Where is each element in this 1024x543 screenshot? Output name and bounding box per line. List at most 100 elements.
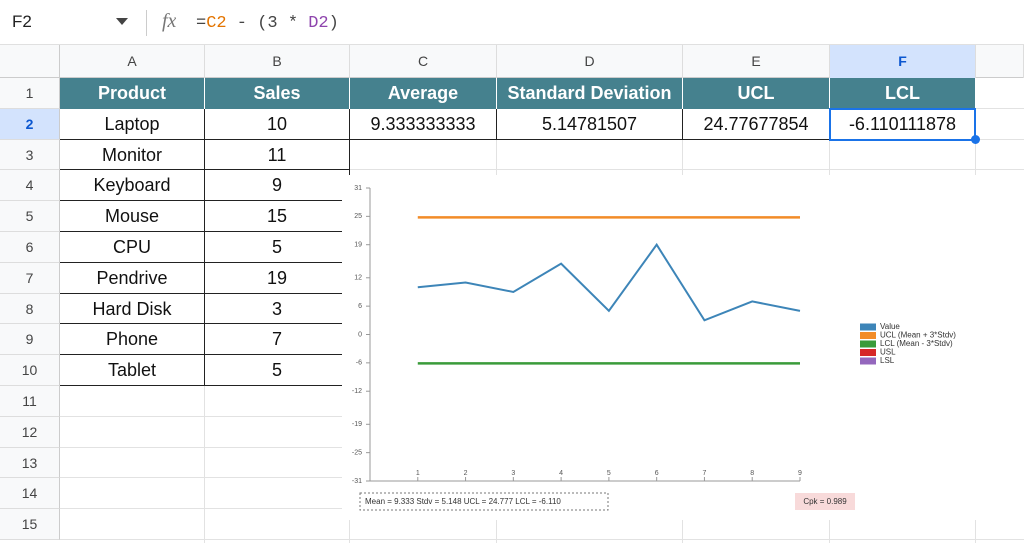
divider [146,10,147,36]
stats-box [359,492,609,511]
cell: Mouse [60,201,205,232]
cell: Tablet [60,355,205,386]
formula-bar: F2 fx =C2 - (3 * D2) [0,0,1024,45]
cell: 10 [205,108,350,140]
selection [829,107,976,141]
selection-handle [971,134,980,144]
row-header: 14 [0,478,60,510]
y-tick-label: 0 [358,331,362,338]
x-tick-label: 1 [416,470,420,477]
legend-swatch [860,349,876,356]
x-tick-label: 3 [511,470,515,477]
header-cell: Sales [205,78,350,109]
fx-icon: fx [162,10,177,32]
y-tick-label: 19 [354,242,362,249]
row-header: 3 [0,139,60,171]
cell: 24.77677854 [683,108,830,140]
row-header: 12 [0,416,60,448]
legend-label: LCL (Mean - 3*Stdv) [880,339,953,348]
row-header: 7 [0,262,60,294]
row-header: 9 [0,324,60,356]
corner [0,45,60,78]
cpk-box [795,493,855,510]
cell: 9 [205,170,350,202]
row-header: 15 [0,509,60,540]
legend-label: Value [880,322,900,331]
dropdown-icon[interactable] [116,18,128,26]
column-header: A [60,45,205,78]
header-cell: Standard Deviation [497,78,683,109]
cell: 7 [205,324,350,356]
cell: 19 [205,262,350,294]
legend-swatch [860,323,876,331]
row-header: 5 [0,201,60,232]
header-cell: LCL [830,78,976,109]
legend-label: UCL (Mean + 3*Stdv) [880,331,956,340]
header-cell: Product [60,78,205,109]
column-header: F [830,45,976,78]
cell: 5 [205,232,350,263]
cell: 11 [205,139,350,171]
cell: Phone [60,324,205,356]
formula-token: C2 [206,14,227,33]
cpk-annotation: Cpk = 0.989 [803,497,847,506]
y-tick-label: 6 [358,303,362,310]
legend-swatch [860,332,876,339]
cell: Pendrive [60,262,205,294]
legend-swatch [860,340,876,348]
row-header: 10 [0,355,60,386]
legend-swatch [860,357,876,365]
cell: Keyboard [60,170,205,202]
y-tick-label: 31 [354,185,362,192]
formula-token: ) [328,14,339,33]
column-header: B [205,45,350,78]
y-tick-label: -25 [352,449,362,456]
header-cell: Average [350,78,497,109]
stats-annotation: Mean = 9.333 Stdv = 5.148 UCL = 24.777 L… [365,497,561,506]
cell: 9.333333333 [350,108,497,140]
row-header: 2 [0,108,60,140]
formula-token: = [196,14,207,33]
row-header: 1 [0,78,60,109]
x-tick-label: 8 [750,470,754,477]
y-tick-label: -6 [356,360,362,367]
cell: CPU [60,232,205,263]
cell: 5 [205,355,350,386]
formula[interactable]: =C2 - (3 * D2) [196,14,339,33]
row-gridline [60,509,1024,540]
x-tick-label: 7 [702,470,706,477]
x-tick-label: 5 [607,470,611,477]
chart-background [342,175,1024,520]
row-header: 8 [0,293,60,325]
y-tick-label: -19 [352,421,362,428]
y-tick-label: -31 [352,478,362,485]
row-header: 11 [0,386,60,417]
cell: Monitor [60,139,205,171]
cell: Hard Disk [60,293,205,325]
x-tick-label: 6 [655,470,659,477]
row-header: 4 [0,170,60,202]
x-tick-label: 2 [464,470,468,477]
row-header: 13 [0,447,60,479]
column-header: D [497,45,683,78]
x-tick-label: 9 [798,470,802,477]
cell: 15 [205,201,350,232]
y-tick-label: 25 [354,213,362,220]
row-gridline [60,140,1024,171]
series-line [417,242,801,322]
header-cell: UCL [683,78,830,109]
name-box[interactable]: F2 [12,12,32,31]
legend-label: USL [880,348,896,357]
x-tick-label: 4 [559,470,563,477]
formula-token: D2 [308,14,329,33]
cell: 3 [205,293,350,325]
legend-label: LSL [880,356,895,365]
cell: Laptop [60,108,205,140]
column-header: E [683,45,830,78]
column-header: C [350,45,497,78]
formula-token: - (3 * [226,14,309,33]
row-header: 6 [0,232,60,263]
y-tick-label: -12 [352,388,362,395]
